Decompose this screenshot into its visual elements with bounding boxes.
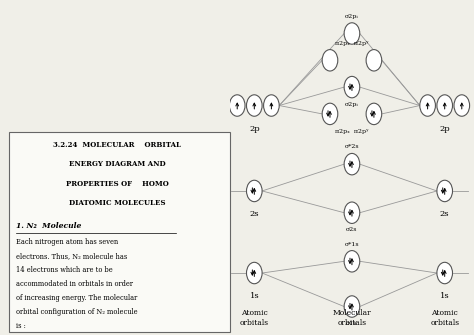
Circle shape — [246, 180, 262, 202]
Text: orbital configuration of N₂ molecule: orbital configuration of N₂ molecule — [17, 308, 138, 316]
Circle shape — [344, 153, 360, 175]
Text: Atomic
orbitals: Atomic orbitals — [430, 310, 459, 327]
Text: ENERGY DIAGRAM AND: ENERGY DIAGRAM AND — [69, 160, 165, 168]
Text: 2p: 2p — [249, 125, 260, 133]
Text: electrons. Thus, N₂ molecule has: electrons. Thus, N₂ molecule has — [17, 252, 128, 260]
Text: σ*1s: σ*1s — [345, 242, 359, 247]
Text: of increasing energy. The molecular: of increasing energy. The molecular — [17, 294, 137, 302]
Text: π2pₓ  π2pʸ: π2pₓ π2pʸ — [335, 129, 369, 134]
Circle shape — [344, 76, 360, 98]
Circle shape — [344, 202, 360, 223]
Circle shape — [420, 95, 436, 116]
Circle shape — [246, 95, 262, 116]
Text: 1s: 1s — [249, 292, 259, 300]
Circle shape — [344, 296, 360, 317]
Text: Atomic
orbitals: Atomic orbitals — [240, 310, 269, 327]
Text: 3.2.24  MOLECULAR    ORBITAL: 3.2.24 MOLECULAR ORBITAL — [53, 141, 182, 149]
Text: 2s: 2s — [249, 210, 259, 218]
Circle shape — [344, 23, 360, 44]
Circle shape — [322, 50, 338, 71]
Circle shape — [246, 262, 262, 284]
Text: 2s: 2s — [440, 210, 449, 218]
FancyBboxPatch shape — [9, 132, 230, 332]
Text: π2pₓ  π2pʸ: π2pₓ π2pʸ — [335, 41, 369, 46]
Text: σ2pᵢ: σ2pᵢ — [345, 102, 359, 107]
Text: σ2pᵢ: σ2pᵢ — [345, 14, 359, 19]
Text: PROPERTIES OF    HOMO: PROPERTIES OF HOMO — [66, 180, 169, 188]
Text: is :: is : — [17, 322, 26, 330]
Text: σ*2s: σ*2s — [345, 144, 359, 149]
Circle shape — [437, 180, 453, 202]
Circle shape — [366, 50, 382, 71]
Text: 1s: 1s — [440, 292, 449, 300]
Circle shape — [437, 95, 453, 116]
Text: 14 electrons which are to be: 14 electrons which are to be — [17, 266, 113, 274]
Circle shape — [229, 95, 245, 116]
Text: 1. N₂  Molecule: 1. N₂ Molecule — [17, 222, 82, 230]
Circle shape — [437, 262, 453, 284]
Text: accommodated in orbitals in order: accommodated in orbitals in order — [17, 280, 133, 288]
Circle shape — [322, 103, 338, 125]
Text: Each nitrogen atom has seven: Each nitrogen atom has seven — [17, 238, 118, 246]
Circle shape — [264, 95, 279, 116]
Text: σ2s: σ2s — [346, 227, 358, 232]
Circle shape — [366, 103, 382, 125]
Text: σ1s: σ1s — [346, 321, 358, 326]
Circle shape — [344, 251, 360, 272]
Text: DIATOMIC MOLECULES: DIATOMIC MOLECULES — [69, 199, 165, 207]
Text: Molecular
orbitals: Molecular orbitals — [333, 310, 371, 327]
Text: 2p: 2p — [439, 125, 450, 133]
Circle shape — [454, 95, 470, 116]
